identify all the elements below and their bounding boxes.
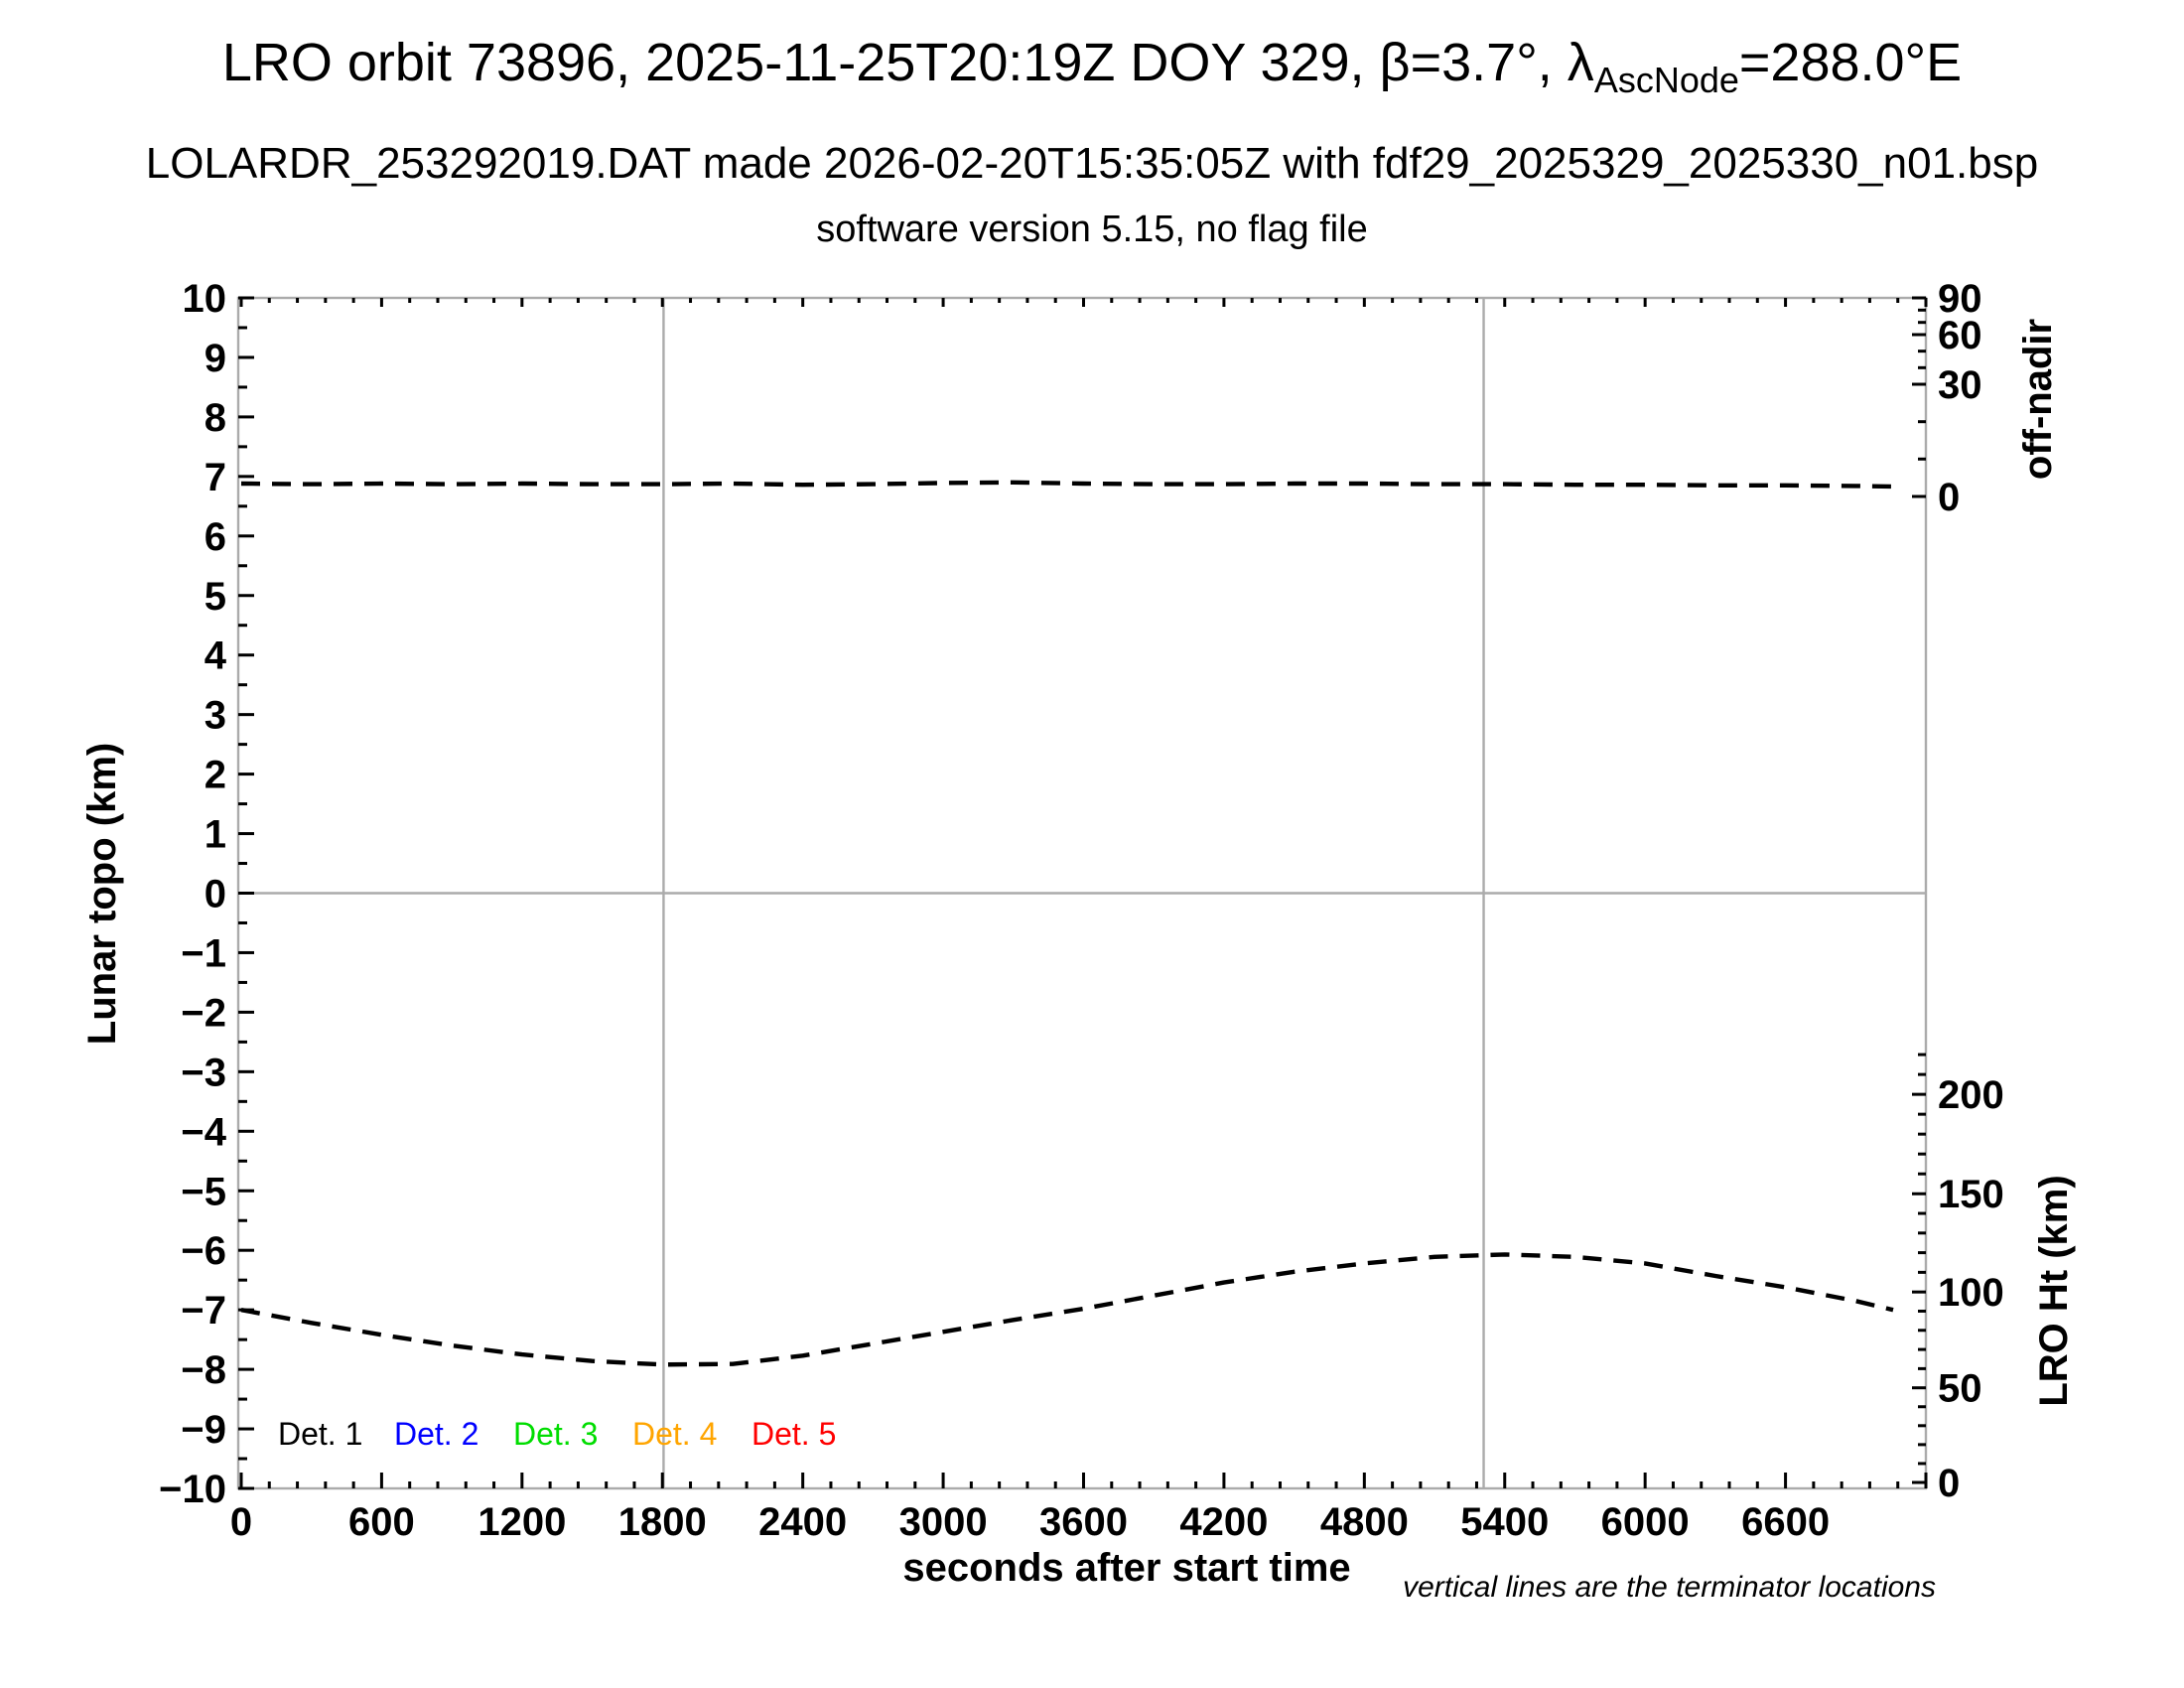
software-version-line: software version 5.15, no flag file [816, 209, 1368, 250]
off-nadir-axis-title: off-nadir [2016, 319, 2060, 480]
x-tick-label: 6600 [1741, 1500, 1830, 1544]
lro-ht-tick-label: 0 [1938, 1462, 1960, 1505]
title-suffix: =288.0°E [1738, 33, 1963, 92]
y-left-tick-label: −10 [159, 1468, 226, 1511]
lro-ht-tick-labels: 200 150 100 50 0 [1938, 1073, 2004, 1505]
y-left-tick-label: 2 [205, 754, 226, 797]
lro-ht-tick-label: 200 [1938, 1073, 2004, 1117]
x-tick-label: 1200 [478, 1500, 566, 1544]
legend-item-det-2: Det. 2 [394, 1416, 478, 1452]
x-axis-title: seconds after start time [902, 1546, 1350, 1590]
y-left-tick-label: −1 [181, 931, 226, 975]
reference-lines [238, 298, 1926, 1488]
y-left-tick-label: 0 [205, 873, 226, 916]
y-left-tick-label: −3 [181, 1051, 226, 1094]
legend-item-det-1: Det. 1 [278, 1416, 362, 1452]
lro-ht-tick-label: 50 [1938, 1367, 1982, 1411]
y-left-tick-label: 9 [205, 337, 226, 380]
legend-item-det-3: Det. 3 [513, 1416, 598, 1452]
y-left-tick-label: 3 [205, 694, 226, 738]
x-tick-label: 5400 [1460, 1500, 1549, 1544]
axis-titles: Lunar topo (km) off-nadir LRO Ht (km) secon… [80, 319, 2076, 1590]
legend-item-det-4: Det. 4 [632, 1416, 717, 1452]
x-tick-label: 3000 [899, 1500, 988, 1544]
x-tick-label: 600 [348, 1500, 415, 1544]
y-left-tick-label: −7 [181, 1289, 226, 1333]
y-left-tick-label: 4 [205, 634, 227, 678]
y-left-tick-label: −2 [181, 991, 226, 1035]
off-nadir-tick-label: 0 [1938, 476, 1960, 519]
x-tick-labels: 0 600 1200 1800 2400 3000 3600 4200 4800 5400 6000… [230, 1500, 1830, 1544]
series-lro-height [240, 1252, 1894, 1367]
y-left-tick-label: −4 [181, 1110, 226, 1154]
x-tick-label: 4200 [1179, 1500, 1268, 1544]
title-prefix: LRO orbit 73896, 2025-11-25T20:19Z DOY 3… [221, 33, 1594, 92]
y-left-tick-label: 6 [205, 515, 226, 559]
x-tick-label: 0 [230, 1500, 252, 1544]
axis-ticks [238, 296, 1928, 1490]
lro-ht-axis-title: LRO Ht (km) [2032, 1175, 2076, 1406]
y-left-tick-label: −5 [181, 1170, 226, 1213]
x-tick-label: 4800 [1320, 1500, 1409, 1544]
page-title: LRO orbit 73896, 2025-11-25T20:19Z DOY 3… [0, 32, 2184, 101]
y-left-tick-label: 1 [205, 813, 226, 857]
y-left-tick-label: 8 [205, 396, 226, 440]
off-nadir-tick-label: 30 [1938, 363, 1982, 407]
lro-ht-tick-label: 150 [1938, 1173, 2004, 1216]
y-left-tick-label: −9 [181, 1408, 226, 1452]
y-left-axis-title: Lunar topo (km) [80, 743, 124, 1045]
x-tick-label: 6000 [1601, 1500, 1690, 1544]
legend-item-det-5: Det. 5 [751, 1416, 836, 1452]
x-tick-label: 3600 [1039, 1500, 1128, 1544]
legend: Det. 1 Det. 2 Det. 3 Det. 4 Det. 5 [278, 1416, 836, 1452]
plot-subtitle: LOLARDR_253292019.DAT made 2026-02-20T15… [145, 139, 2039, 188]
y-left-tick-label: 7 [205, 456, 226, 499]
y-left-tick-label: 10 [183, 277, 227, 321]
x-tick-label: 2400 [758, 1500, 847, 1544]
terminator-footnote: vertical lines are the terminator locati… [1403, 1571, 1936, 1604]
series-off-nadir [240, 480, 1894, 490]
off-nadir-tick-label: 90 [1938, 277, 1982, 321]
y-left-tick-label: −8 [181, 1348, 226, 1392]
y-left-tick-label: −6 [181, 1229, 226, 1273]
x-tick-label: 1800 [618, 1500, 707, 1544]
lro-ht-tick-label: 100 [1938, 1271, 2004, 1315]
title-subscript: AscNode [1593, 59, 1739, 100]
off-nadir-tick-label: 60 [1938, 314, 1982, 357]
y-left-tick-label: 5 [205, 575, 226, 619]
